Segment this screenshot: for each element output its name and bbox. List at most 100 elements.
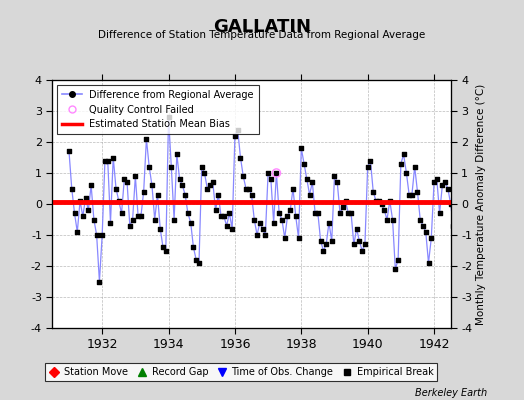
Point: [70, 210, 79, 216]
Point: [209, 179, 217, 186]
Point: [73, 229, 82, 235]
Point: [115, 198, 123, 204]
Point: [250, 216, 258, 223]
Point: [159, 244, 167, 250]
Point: [416, 216, 424, 223]
Point: [181, 192, 189, 198]
Point: [211, 207, 220, 214]
Point: [79, 213, 87, 220]
Point: [217, 213, 225, 220]
Point: [156, 226, 165, 232]
Point: [154, 192, 162, 198]
Point: [452, 232, 461, 238]
Point: [220, 213, 228, 220]
Point: [269, 219, 278, 226]
Point: [336, 210, 344, 216]
Point: [189, 244, 198, 250]
Point: [123, 179, 131, 186]
Point: [316, 238, 325, 244]
Point: [294, 235, 303, 241]
Point: [339, 204, 347, 210]
Point: [236, 154, 245, 161]
Point: [239, 173, 247, 179]
Point: [355, 238, 364, 244]
Point: [170, 216, 178, 223]
Point: [112, 185, 120, 192]
Point: [117, 210, 126, 216]
Point: [303, 176, 311, 182]
Point: [95, 278, 104, 285]
Point: [433, 176, 441, 182]
Point: [311, 210, 319, 216]
Point: [214, 192, 223, 198]
Point: [145, 164, 154, 170]
Point: [126, 222, 134, 229]
Point: [361, 241, 369, 248]
Point: [142, 136, 150, 142]
Point: [272, 170, 281, 176]
Point: [161, 247, 170, 254]
Point: [457, 232, 466, 238]
Point: [101, 157, 109, 164]
Point: [427, 235, 435, 241]
Point: [291, 213, 300, 220]
Point: [286, 207, 294, 214]
Point: [372, 198, 380, 204]
Point: [92, 232, 101, 238]
Point: [305, 192, 314, 198]
Point: [76, 198, 84, 204]
Point: [369, 188, 377, 195]
Point: [280, 235, 289, 241]
Point: [184, 210, 192, 216]
Point: [225, 210, 234, 216]
Point: [137, 213, 145, 220]
Point: [333, 179, 342, 186]
Point: [176, 176, 184, 182]
Point: [242, 185, 250, 192]
Point: [187, 219, 195, 226]
Point: [353, 226, 361, 232]
Point: [347, 210, 355, 216]
Point: [300, 160, 308, 167]
Point: [228, 226, 236, 232]
Point: [325, 219, 333, 226]
Point: [192, 257, 200, 263]
Point: [264, 170, 272, 176]
Point: [167, 164, 176, 170]
Point: [399, 151, 408, 158]
Point: [81, 195, 90, 201]
Point: [84, 207, 93, 214]
Point: [148, 182, 156, 189]
Point: [261, 232, 269, 238]
Point: [430, 179, 438, 186]
Point: [150, 216, 159, 223]
Point: [421, 229, 430, 235]
Point: [297, 145, 305, 151]
Text: GALLATIN: GALLATIN: [213, 18, 311, 36]
Point: [203, 185, 212, 192]
Point: [405, 192, 413, 198]
Point: [408, 192, 416, 198]
Point: [275, 210, 283, 216]
Point: [256, 219, 264, 226]
Point: [383, 216, 391, 223]
Point: [65, 148, 73, 154]
Point: [435, 210, 444, 216]
Text: Berkeley Earth: Berkeley Earth: [415, 388, 487, 398]
Point: [87, 182, 95, 189]
Point: [278, 216, 286, 223]
Point: [386, 198, 394, 204]
Point: [134, 213, 143, 220]
Point: [178, 182, 187, 189]
Point: [341, 198, 350, 204]
Point: [267, 176, 275, 182]
Point: [165, 114, 173, 120]
Point: [206, 182, 214, 189]
Point: [328, 238, 336, 244]
Point: [364, 164, 372, 170]
Point: [344, 210, 353, 216]
Point: [253, 232, 261, 238]
Point: [173, 151, 181, 158]
Legend: Station Move, Record Gap, Time of Obs. Change, Empirical Break: Station Move, Record Gap, Time of Obs. C…: [45, 363, 438, 381]
Y-axis label: Monthly Temperature Anomaly Difference (°C): Monthly Temperature Anomaly Difference (…: [476, 83, 486, 325]
